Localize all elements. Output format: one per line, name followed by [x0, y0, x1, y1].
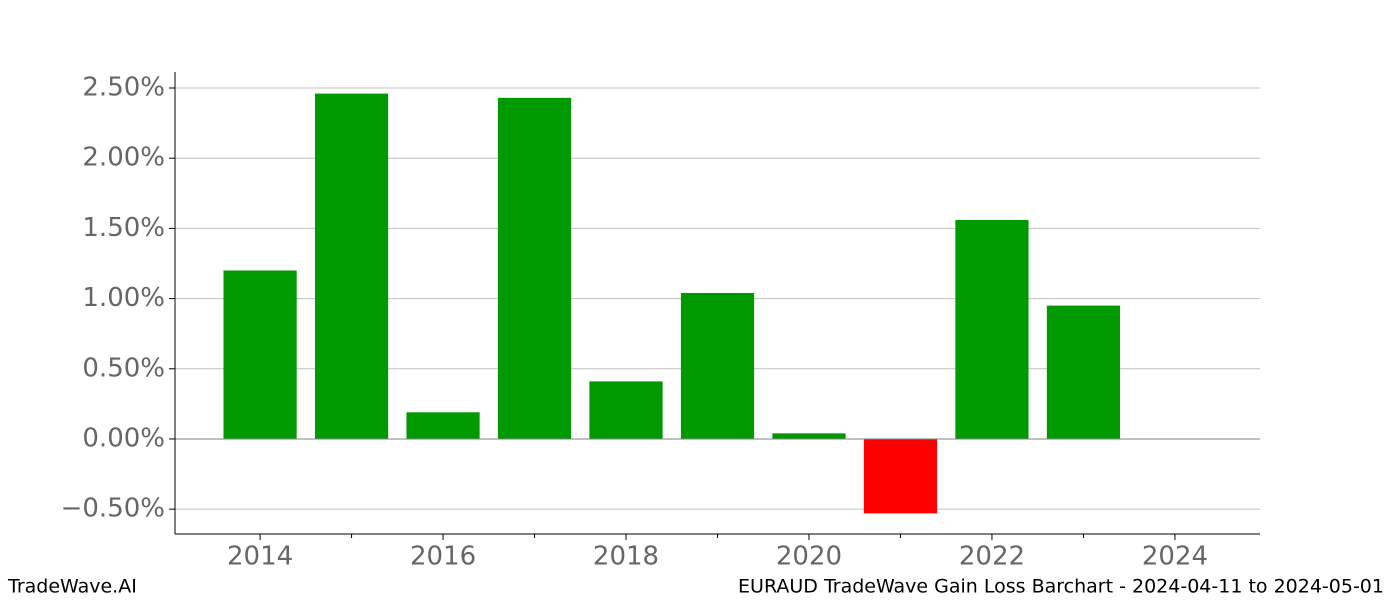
bar — [955, 219, 1029, 439]
bar — [1046, 305, 1121, 439]
bar — [406, 412, 480, 439]
footer-right: EURAUD TradeWave Gain Loss Barchart - 20… — [738, 576, 1384, 598]
bar — [863, 438, 938, 514]
x-tick-label: 2024 — [1142, 542, 1208, 572]
bar — [772, 433, 846, 439]
y-tick-label: 2.50% — [82, 73, 165, 103]
x-tick-label: 2020 — [776, 542, 842, 572]
bar — [680, 292, 755, 439]
bar — [497, 97, 572, 439]
y-tick-label: 1.50% — [82, 213, 165, 243]
bar — [589, 381, 663, 439]
x-tick-label: 2014 — [227, 542, 293, 572]
x-tick-label: 2022 — [959, 542, 1025, 572]
y-tick-label: −0.50% — [61, 494, 165, 524]
y-tick-label: 2.00% — [82, 143, 165, 173]
footer-left: TradeWave.AI — [7, 576, 137, 598]
x-tick-label: 2016 — [410, 542, 476, 572]
bar — [314, 93, 389, 439]
y-tick-label: 0.50% — [82, 353, 165, 383]
y-tick-label: 0.00% — [82, 423, 165, 453]
x-tick-label: 2018 — [593, 542, 659, 572]
bar — [223, 270, 297, 439]
y-tick-label: 1.00% — [82, 283, 165, 313]
